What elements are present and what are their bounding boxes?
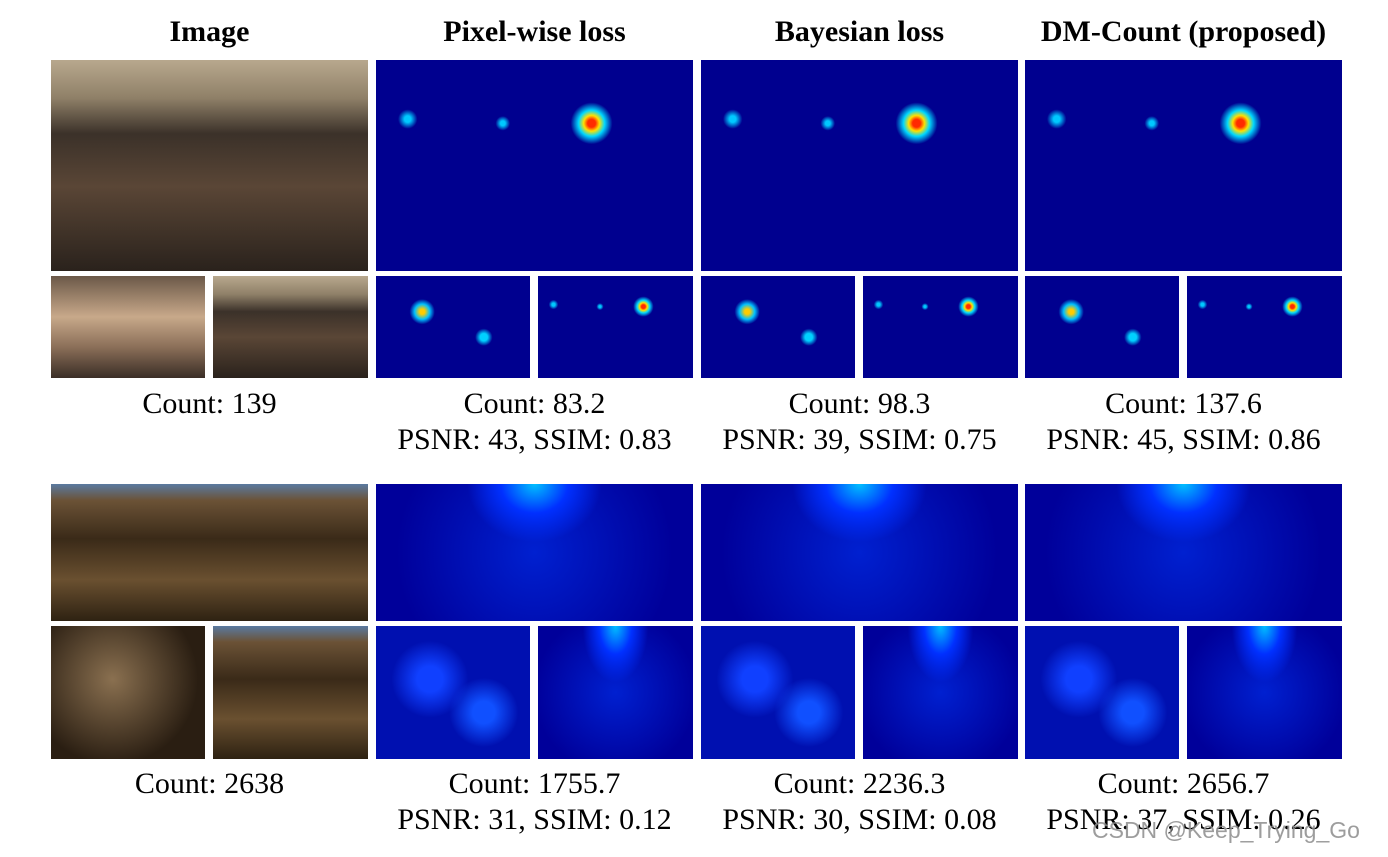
density-crop bbox=[1025, 276, 1179, 378]
density-crop bbox=[1187, 626, 1342, 759]
density-map bbox=[701, 60, 1018, 271]
density-map bbox=[376, 60, 693, 271]
count-text: Count: 137.6 bbox=[1105, 387, 1262, 420]
density-map bbox=[1025, 60, 1342, 271]
density-map bbox=[1025, 484, 1342, 621]
density-crop bbox=[863, 626, 1018, 759]
density-map bbox=[701, 484, 1018, 621]
column-header: DM-Count (proposed) bbox=[1040, 15, 1327, 48]
metrics-text: PSNR: 37, SSIM: 0.26 bbox=[1046, 803, 1321, 836]
column-header: Bayesian loss bbox=[774, 15, 945, 48]
density-map bbox=[376, 484, 693, 621]
count-text: Count: 1755.7 bbox=[448, 767, 621, 800]
count-text: Count: 2236.3 bbox=[773, 767, 946, 800]
count-text: Count: 83.2 bbox=[463, 387, 606, 420]
crowd-image bbox=[51, 484, 368, 621]
crowd-image bbox=[51, 60, 368, 271]
column-header: Image bbox=[169, 15, 250, 48]
density-crop bbox=[376, 626, 530, 759]
crop-image bbox=[213, 276, 368, 378]
crop-image bbox=[51, 626, 205, 759]
density-crop bbox=[701, 626, 855, 759]
density-crop bbox=[1187, 276, 1342, 378]
metrics-text: PSNR: 30, SSIM: 0.08 bbox=[722, 803, 997, 836]
count-text: Count: 98.3 bbox=[788, 387, 931, 420]
density-crop bbox=[863, 276, 1018, 378]
density-crop bbox=[701, 276, 855, 378]
count-text: Count: 139 bbox=[142, 387, 277, 420]
density-crop bbox=[538, 626, 693, 759]
watermark: CSDN @Keep_Trying_Go bbox=[1092, 817, 1360, 843]
metrics-text: PSNR: 39, SSIM: 0.75 bbox=[722, 423, 997, 456]
metrics-text: PSNR: 43, SSIM: 0.83 bbox=[397, 423, 672, 456]
count-text: Count: 2656.7 bbox=[1097, 767, 1270, 800]
crop-image bbox=[213, 626, 368, 759]
metrics-text: PSNR: 45, SSIM: 0.86 bbox=[1046, 423, 1321, 456]
crop-image bbox=[51, 276, 205, 378]
column-header: Pixel-wise loss bbox=[443, 15, 626, 48]
density-crop bbox=[376, 276, 530, 378]
metrics-text: PSNR: 31, SSIM: 0.12 bbox=[397, 803, 672, 836]
density-crop bbox=[1025, 626, 1179, 759]
density-crop bbox=[538, 276, 693, 378]
count-text: Count: 2638 bbox=[134, 767, 285, 800]
